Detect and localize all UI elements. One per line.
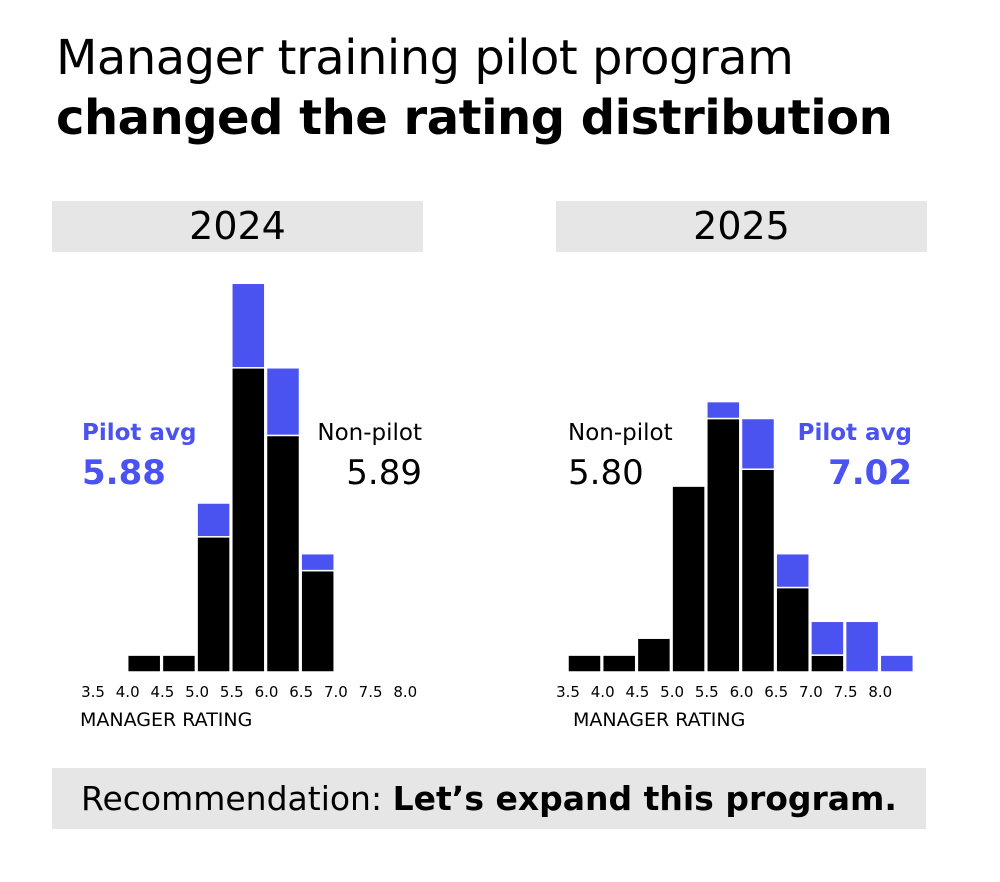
chart-2024-pilot-bar-3 [196, 502, 231, 538]
chart-2024-x-tick-0: 3.5 [81, 683, 105, 701]
chart-2025-x-tick-3: 5.0 [660, 683, 684, 701]
chart-2025-x-tick-0: 3.5 [556, 683, 580, 701]
chart-2025-x-tick-2: 4.5 [625, 683, 649, 701]
chart-2024-annotation-value-1: 5.89 [346, 453, 422, 493]
title-line-2: changed the rating distribution [56, 90, 893, 146]
chart-2025-pilot-bar-7 [810, 620, 845, 656]
recommendation-prefix: Recommendation: [81, 779, 393, 818]
chart-2024-non-pilot-bar-2 [161, 654, 197, 673]
chart-2024-pilot-bar-4 [231, 282, 266, 369]
panel-2025-title: 2025 [556, 201, 927, 252]
chart-2024-annotation-label-0: Pilot avg [82, 420, 196, 446]
chart-2025-pilot-bar-9 [879, 654, 915, 673]
chart-2025-annotation-value-1: 7.02 [828, 453, 912, 493]
chart-2025-annotation-value-0: 5.80 [568, 453, 644, 493]
chart-2025-non-pilot-bar-0 [567, 654, 602, 673]
chart-2025-pilot-bar-4 [706, 400, 741, 420]
chart-2024-annotation-label-1: Non-pilot [317, 420, 422, 446]
title-line-1: Manager training pilot program [56, 30, 794, 86]
chart-2024-non-pilot-bar-4 [231, 367, 266, 673]
chart-2024-x-tick-1: 4.0 [116, 683, 140, 701]
chart-2025-x-axis-label: MANAGER RATING [573, 709, 745, 731]
chart-2024-annotation-value-0: 5.88 [82, 453, 166, 493]
chart-2024-non-pilot-bar-6 [300, 569, 335, 673]
chart-2025-non-pilot-bar-1 [601, 654, 637, 673]
chart-2024-x-tick-6: 6.5 [289, 683, 313, 701]
chart-2025-non-pilot-bar-7 [810, 654, 845, 673]
chart-2024-pilot-bar-5 [265, 367, 301, 437]
chart-2025-annotation-label-1: Pilot avg [798, 420, 912, 446]
chart-2025-x-tick-4: 5.5 [695, 683, 719, 701]
chart-2025-x-tick-9: 8.0 [868, 683, 892, 701]
chart-2025-pilot-bar-6 [775, 552, 810, 589]
chart-2025-pilot-bar-5 [740, 417, 776, 470]
chart-2025-x-tick-7: 7.0 [799, 683, 823, 701]
recommendation-text: Let’s expand this program. [392, 779, 897, 818]
chart-2024-x-axis-label: MANAGER RATING [80, 709, 252, 731]
chart-2025-non-pilot-bar-5 [740, 468, 776, 673]
chart-2024-non-pilot-bar-1 [126, 654, 162, 673]
recommendation-box: Recommendation: Let’s expand this progra… [52, 768, 926, 829]
chart-2025-non-pilot-bar-4 [706, 417, 741, 673]
chart-2024-non-pilot-bar-3 [196, 536, 231, 673]
chart-2025-x-tick-8: 7.5 [834, 683, 858, 701]
chart-2024-pilot-bar-6 [300, 552, 335, 572]
chart-2024-x-tick-2: 4.5 [150, 683, 174, 701]
chart-2025-x-tick-5: 6.0 [730, 683, 754, 701]
chart-2024-non-pilot-bar-5 [265, 434, 301, 673]
chart-2025-x-tick-6: 6.5 [764, 683, 788, 701]
chart-2024-x-tick-3: 5.0 [185, 683, 209, 701]
chart-2025-non-pilot-bar-3 [671, 485, 706, 673]
panel-2024-title: 2024 [52, 201, 423, 252]
chart-2024-x-tick-9: 8.0 [393, 683, 417, 701]
page-title: Manager training pilot program changed t… [56, 28, 976, 148]
chart-2025-non-pilot-bar-6 [775, 586, 810, 673]
chart-2024-x-tick-5: 6.0 [255, 683, 279, 701]
chart-2025-x-tick-1: 4.0 [591, 683, 615, 701]
chart-2024-x-tick-8: 7.5 [359, 683, 383, 701]
chart-2025-annotation-label-0: Non-pilot [568, 420, 673, 446]
chart-2024-x-tick-4: 5.5 [220, 683, 244, 701]
chart-2024-x-tick-7: 7.0 [324, 683, 348, 701]
chart-2025-non-pilot-bar-2 [636, 637, 672, 673]
chart-2025-pilot-bar-8 [844, 620, 880, 673]
